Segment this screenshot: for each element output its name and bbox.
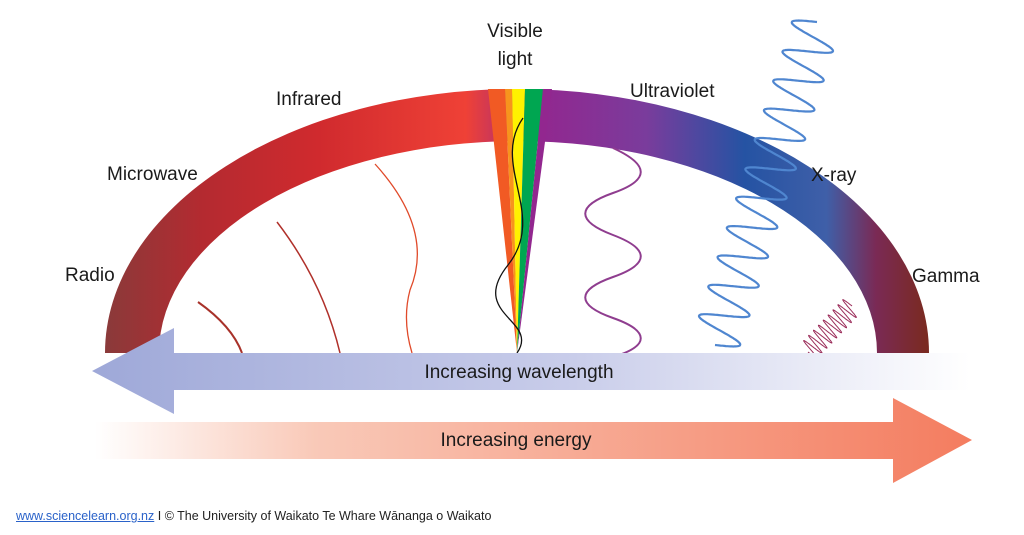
label-gamma: Gamma <box>912 266 980 287</box>
microwave-wave-line <box>276 221 341 354</box>
footer-credit: © The University of Waikato Te Whare Wān… <box>164 509 492 523</box>
visible-light-wedge <box>488 89 552 354</box>
gamma-wave <box>803 299 857 359</box>
wavelength-arrow <box>92 328 970 414</box>
ultraviolet-wave <box>584 147 642 358</box>
label-ultraviolet: Ultraviolet <box>630 81 715 102</box>
radio-wave-line <box>197 301 243 354</box>
label-visible-line2: light <box>498 49 534 70</box>
label-radio: Radio <box>65 265 115 286</box>
xray-wave <box>697 19 835 348</box>
energy-arrow-label: Increasing energy <box>440 430 592 451</box>
footer-separator: I <box>154 509 165 523</box>
infrared-wave-line <box>374 163 418 354</box>
wavelength-arrow-label: Increasing wavelength <box>424 362 613 383</box>
label-xray: X-ray <box>811 165 857 186</box>
sciencelearn-link[interactable]: www.sciencelearn.org.nz <box>16 509 155 523</box>
energy-arrow <box>95 398 972 483</box>
label-infrared: Infrared <box>276 89 341 110</box>
label-microwave: Microwave <box>107 164 198 185</box>
label-visible-line1: Visible <box>487 21 543 42</box>
spectrum-arc <box>105 89 929 353</box>
credit-footer: www.sciencelearn.org.nz I © The Universi… <box>16 509 491 523</box>
